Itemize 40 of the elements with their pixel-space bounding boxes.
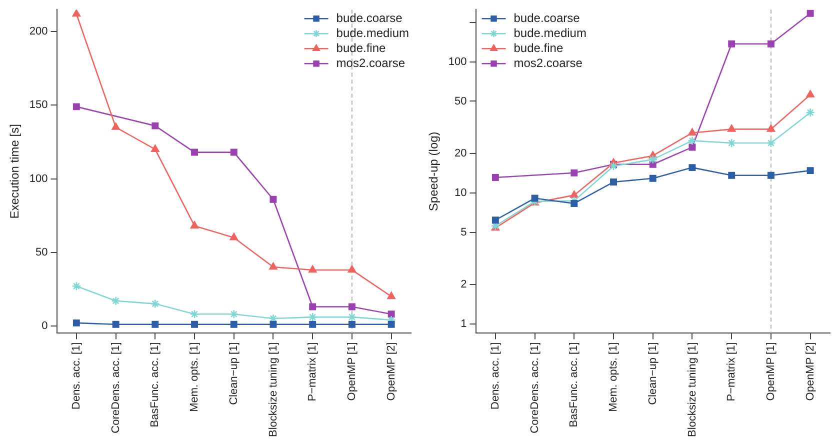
legend-label: bude.fine (514, 40, 564, 55)
y-tick-label: 10 (454, 186, 467, 199)
x-tick-label: OpenMP [1] (346, 342, 358, 401)
x-tick-label: Dens. acc. [1] (489, 342, 502, 410)
x-tick-label: Clean−up [1] (646, 342, 659, 405)
x-tick-label: Mem. opts. [1] (188, 342, 201, 412)
legend-label: bude.medium (514, 26, 586, 40)
x-tick-label: CoreDens. acc. [1] (528, 342, 541, 434)
legend-label: bude.medium (336, 26, 410, 40)
y-axis-title: Execution time [s] (8, 124, 22, 219)
x-tick-label: OpenMP [2] (385, 342, 398, 401)
x-tick-label: Blocksize tuning [1] (686, 342, 698, 438)
y-axis-title: Speed-up (log) (426, 132, 441, 212)
legend-label: bude.coarse (514, 10, 580, 25)
y-tick-label: 50 (36, 246, 48, 258)
y-tick-label: 50 (454, 95, 467, 108)
legend-label: bude.coarse (336, 10, 403, 25)
y-tick-label: 100 (448, 56, 467, 68)
y-tick-label: 0 (42, 320, 48, 332)
x-tick-label: OpenMP [1] (764, 342, 777, 401)
y-tick-label: 100 (29, 172, 48, 185)
y-tick-label: 5 (460, 226, 467, 238)
x-tick-label: Dens. acc. [1] (70, 342, 82, 410)
y-tick-label: 20 (454, 147, 467, 160)
y-tick-label: 150 (29, 99, 48, 112)
legend-label: mos2.coarse (514, 56, 583, 70)
y-tick-label: 2 (460, 278, 467, 291)
legend-label: mos2.coarse (336, 56, 406, 70)
x-tick-label: P−matrix [1] (306, 342, 319, 402)
x-tick-label: BasFunc. acc. [1] (568, 342, 580, 428)
y-tick-label: 1 (460, 318, 467, 330)
legend-label: bude.fine (336, 40, 386, 55)
x-tick-label: CoreDens. acc. [1] (110, 342, 122, 434)
y-tick-label: 200 (29, 26, 48, 38)
x-tick-label: Mem. opts. [1] (608, 342, 620, 412)
x-tick-label: OpenMP [2] (804, 342, 816, 401)
x-tick-label: Blocksize tuning [1] (267, 342, 280, 438)
x-tick-label: BasFunc. acc. [1] (149, 342, 162, 428)
x-tick-label: P−matrix [1] (726, 342, 738, 402)
x-tick-label: Clean−up [1] (228, 342, 240, 405)
